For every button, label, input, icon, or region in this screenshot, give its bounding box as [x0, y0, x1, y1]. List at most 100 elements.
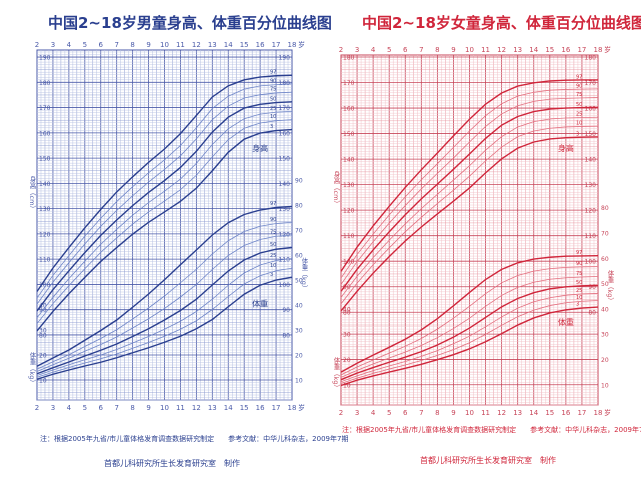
girls-weight-p97-label: 97	[576, 250, 582, 256]
boys-age-tick-bottom: 2	[35, 404, 39, 412]
girls-weight-tick-right: 10	[601, 382, 609, 389]
girls-height-tick-left: 90	[343, 284, 351, 291]
boys-height-tick-left: 130	[39, 206, 51, 213]
boys-age-tick-bottom: 7	[114, 404, 118, 412]
boys-age-tick-top: 3	[51, 41, 55, 49]
girls-weight-p25-line	[340, 293, 599, 383]
girls-height-p10-label: 10	[576, 121, 582, 127]
girls-height-tick-left: 110	[343, 233, 355, 240]
boys-height-tick-right: 140	[279, 181, 291, 188]
boys-weight-tick-right: 50	[295, 278, 303, 285]
boys-height-tick-right: 150	[279, 156, 291, 163]
boys-height-curve-label: 身高	[252, 143, 268, 153]
girls-weight-tick-left: 40	[343, 306, 351, 313]
girls-height-tick-left: 170	[343, 80, 355, 87]
boys-age-unit-bottom: 岁	[298, 403, 305, 412]
girls-height-p25-line	[340, 116, 599, 298]
boys-weight-p90-line	[36, 221, 293, 370]
girls-chart-title: 中国2~18岁女童身高、体重百分位曲线图	[362, 14, 641, 32]
girls-age-tick-top: 11	[481, 46, 490, 54]
boys-weight-axis-label-left: 体重（kg）	[28, 351, 36, 386]
boys-age-tick-bottom: 18	[288, 404, 297, 412]
boys-age-tick-top: 9	[146, 41, 150, 49]
girls-weight-p3-label: 3	[576, 302, 579, 308]
boys-weight-tick-right: 70	[295, 228, 303, 235]
girls-height-tick-left: 80	[343, 310, 351, 317]
boys-height-tick-right: 90	[282, 307, 290, 314]
boys-age-tick-bottom: 5	[83, 404, 87, 412]
girls-age-tick-bottom: 17	[577, 409, 586, 417]
boys-weight-p25-label: 25	[270, 253, 276, 259]
boys-age-axis: 2 2 3 3 4 4 5 5 6 6 7 7 8 8 9 9 10 10 11 11 12 12 13 13 14 14 15 15…	[35, 40, 305, 412]
boys-weight-tick-right: 10	[295, 378, 303, 385]
boys-weight-p3-line	[36, 276, 293, 380]
boys-height-tick-left: 110	[39, 257, 51, 264]
boys-age-tick-top: 16	[256, 41, 265, 49]
boys-age-tick-bottom: 4	[67, 404, 72, 412]
girls-weight-tick-left: 10	[343, 382, 351, 389]
boys-height-tick-right: 100	[279, 282, 291, 289]
boys-age-tick-bottom: 13	[208, 404, 217, 412]
girls-footnote: 注：根据2005年九省/市儿童体格发育调查数据研究制定 参考文献：中华儿科杂志，…	[342, 426, 641, 434]
boys-height-tick-right: 110	[279, 257, 291, 264]
girls-age-tick-top: 7	[419, 46, 423, 54]
girls-height-p25-label: 25	[576, 112, 582, 118]
girls-weight-p3-line	[340, 306, 599, 387]
girls-weight-p90-label: 90	[576, 261, 582, 267]
girls-age-tick-bottom: 5	[387, 409, 391, 417]
girls-weight-p25-label: 25	[576, 288, 582, 294]
girls-weight-tick-right: 50	[601, 281, 609, 288]
girls-age-tick-bottom: 14	[529, 409, 538, 417]
girls-age-tick-bottom: 16	[561, 409, 570, 417]
boys-height-tick-left: 80	[39, 332, 47, 339]
girls-height-tick-left: 140	[343, 157, 355, 164]
boys-weight-curves: 3 10 25 50 75 90 97	[36, 201, 293, 380]
boys-weight-p10-line	[36, 267, 293, 378]
boys-footnote: 注：根据2005年九省/市儿童体格发育调查数据研究制定 参考文献：中华儿科杂志，…	[40, 435, 349, 443]
boys-age-tick-top: 10	[160, 41, 169, 49]
boys-age-tick-bottom: 9	[146, 404, 150, 412]
boys-height-tick-right: 120	[279, 231, 291, 238]
boys-height-p3-label: 3	[270, 124, 273, 130]
boys-weight-axis-label-right: 体重（kg）	[300, 256, 308, 291]
girls-age-tick-top: 16	[561, 46, 570, 54]
girls-age-tick-bottom: 13	[513, 409, 522, 417]
boys-age-tick-bottom: 6	[99, 404, 104, 412]
boys-age-tick-top: 12	[192, 41, 201, 49]
boys-height-p10-line	[36, 119, 293, 324]
girls-height-tick-right: 140	[585, 157, 597, 164]
boys-height-p25-line	[36, 110, 293, 319]
girls-age-tick-top: 12	[497, 46, 506, 54]
girls-height-tick-left: 180	[343, 55, 355, 62]
boys-weight-tick-left: 40	[39, 303, 47, 310]
boys-height-tick-left: 180	[39, 80, 51, 87]
girls-height-tick-right: 180	[585, 55, 597, 62]
girls-height-p90-label: 90	[576, 83, 582, 89]
boys-height-p90-label: 90	[270, 78, 276, 84]
girls-weight-tick-right: 30	[601, 332, 609, 339]
boys-height-tick-left: 150	[39, 156, 51, 163]
girls-height-p97-label: 97	[576, 74, 582, 80]
boys-age-tick-bottom: 10	[160, 404, 169, 412]
girls-age-tick-bottom: 7	[419, 409, 423, 417]
girls-weight-axis: 10 10 20 20 30 30 40 40 50 60 70 80 体重（kg） 体重（kg）	[332, 205, 614, 391]
boys-age-tick-top: 6	[99, 41, 104, 49]
boys-height-p50-line	[36, 101, 293, 312]
boys-height-tick-right: 170	[279, 105, 291, 112]
girls-height-p75-label: 75	[576, 92, 582, 98]
boys-weight-p50-label: 50	[270, 242, 276, 248]
girls-age-tick-top: 9	[451, 46, 455, 54]
boys-height-p97-line	[36, 74, 293, 292]
boys-age-tick-bottom: 3	[51, 404, 55, 412]
girls-age-tick-top: 8	[435, 46, 439, 54]
boys-chart-title: 中国2~18岁男童身高、体重百分位曲线图	[48, 14, 332, 32]
girls-age-tick-bottom: 11	[481, 409, 490, 417]
girls-weight-tick-right: 60	[601, 256, 609, 263]
girls-weight-p10-line	[340, 300, 599, 384]
girls-weight-p50-line	[340, 284, 599, 381]
